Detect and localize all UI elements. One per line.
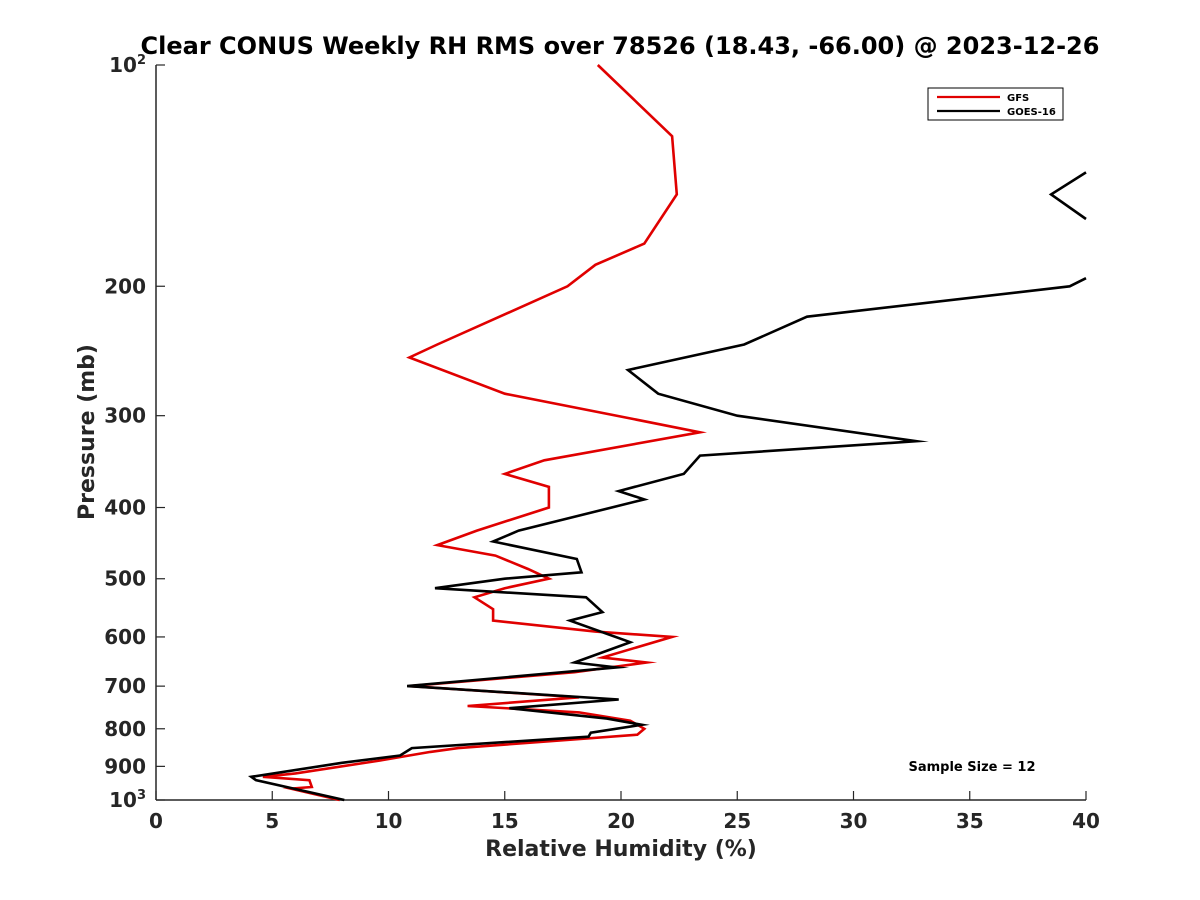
series-line-goes16-upper <box>1048 171 1087 221</box>
x-tick-label: 5 <box>265 809 279 833</box>
x-tick-label: 20 <box>607 809 635 833</box>
x-axis-label: Relative Humidity (%) <box>485 837 757 862</box>
x-tick-label: 25 <box>723 809 751 833</box>
x-tick-label: 40 <box>1072 809 1100 833</box>
x-axis-ticks: 0 5 10 15 20 25 30 35 40 <box>149 791 1100 833</box>
y-tick-label: 600 <box>104 625 146 649</box>
y-tick-label: 400 <box>104 496 146 520</box>
legend-label-goes16: GOES-16 <box>1007 107 1056 118</box>
chart-title: Clear CONUS Weekly RH RMS over 78526 (18… <box>141 32 1100 60</box>
sample-size-annotation: Sample Size = 12 <box>908 760 1035 775</box>
y-axis-label: Pressure (mb) <box>75 344 100 520</box>
x-tick-label: 30 <box>840 809 868 833</box>
y-tick-label: 900 <box>104 754 146 778</box>
y-tick-label: 800 <box>104 717 146 741</box>
series-layer <box>247 64 1087 802</box>
y-tick-label: 103 <box>109 788 146 812</box>
y-tick-label: 500 <box>104 567 146 591</box>
legend-label-gfs: GFS <box>1007 93 1029 104</box>
x-tick-label: 15 <box>491 809 519 833</box>
y-tick-label: 300 <box>104 404 146 428</box>
legend: GFS GOES-16 <box>927 87 1064 121</box>
series-line-gfs <box>262 64 707 802</box>
legend-box <box>927 87 1064 121</box>
y-tick-label: 102 <box>109 53 146 77</box>
y-tick-label: 200 <box>104 274 146 298</box>
series-line-goes-16 <box>247 277 1087 802</box>
y-tick-label: 700 <box>104 674 146 698</box>
x-tick-label: 0 <box>149 809 163 833</box>
x-tick-label: 10 <box>375 809 403 833</box>
y-axis-ticks: 102 200 300 400 500 600 700 800 900 103 <box>104 53 165 812</box>
x-tick-label: 35 <box>956 809 984 833</box>
